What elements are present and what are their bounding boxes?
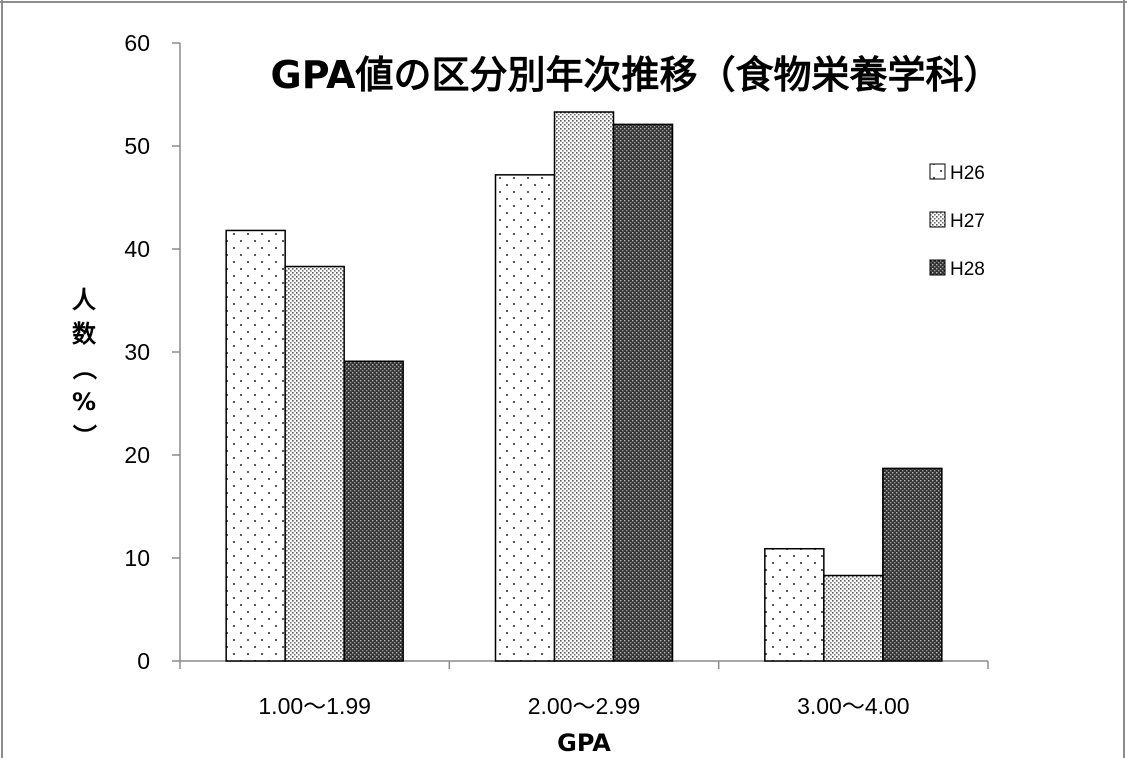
bar-h27-2 [553, 111, 615, 662]
bar-h26-2 [494, 174, 556, 662]
y-tick-label: 40 [124, 236, 150, 262]
y-tick-label: 60 [124, 30, 150, 56]
x-tick-label: 2.00〜2.99 [528, 693, 641, 719]
bar-h27-3 [823, 574, 884, 662]
x-tick-label: 3.00〜4.00 [797, 693, 910, 719]
y-tick-label: 30 [124, 339, 150, 365]
bar-h28-1 [343, 360, 404, 662]
y-tick-label: 0 [137, 648, 150, 674]
y-axis-title-char: 人 [72, 286, 96, 314]
legend-label-h28: H28 [950, 259, 985, 280]
y-axis-title-char: % [72, 388, 96, 416]
y-axis-title-char: 数 [72, 320, 97, 348]
y-axis-title: 人数 （% ） [70, 286, 98, 448]
legend-label-h27: H27 [950, 211, 985, 232]
bar-h26-1 [225, 229, 286, 662]
y-tick-label: 20 [124, 442, 150, 468]
y-axis-title-char: ） [70, 424, 98, 448]
bar-h26-3 [764, 547, 825, 662]
legend-swatch-h26 [929, 163, 946, 180]
legend-swatch-h27 [929, 211, 946, 228]
y-axis-title-char: （ [70, 356, 98, 380]
legend-swatch-h28 [929, 259, 946, 276]
chart-title: GPA値の区分別年次推移（食物栄養学科） [271, 53, 1002, 97]
y-tick-label: 10 [124, 545, 150, 571]
x-axis-title: GPA [557, 729, 611, 757]
legend: H26 H27 H28 [929, 163, 985, 280]
y-tick-label: 50 [124, 133, 150, 159]
bar-h28-2 [612, 123, 674, 662]
x-tick-label: 1.00〜1.99 [258, 693, 371, 719]
bar-h27-1 [284, 265, 345, 662]
legend-label-h26: H26 [950, 163, 985, 184]
bars [225, 111, 943, 662]
bar-h28-3 [882, 467, 943, 662]
